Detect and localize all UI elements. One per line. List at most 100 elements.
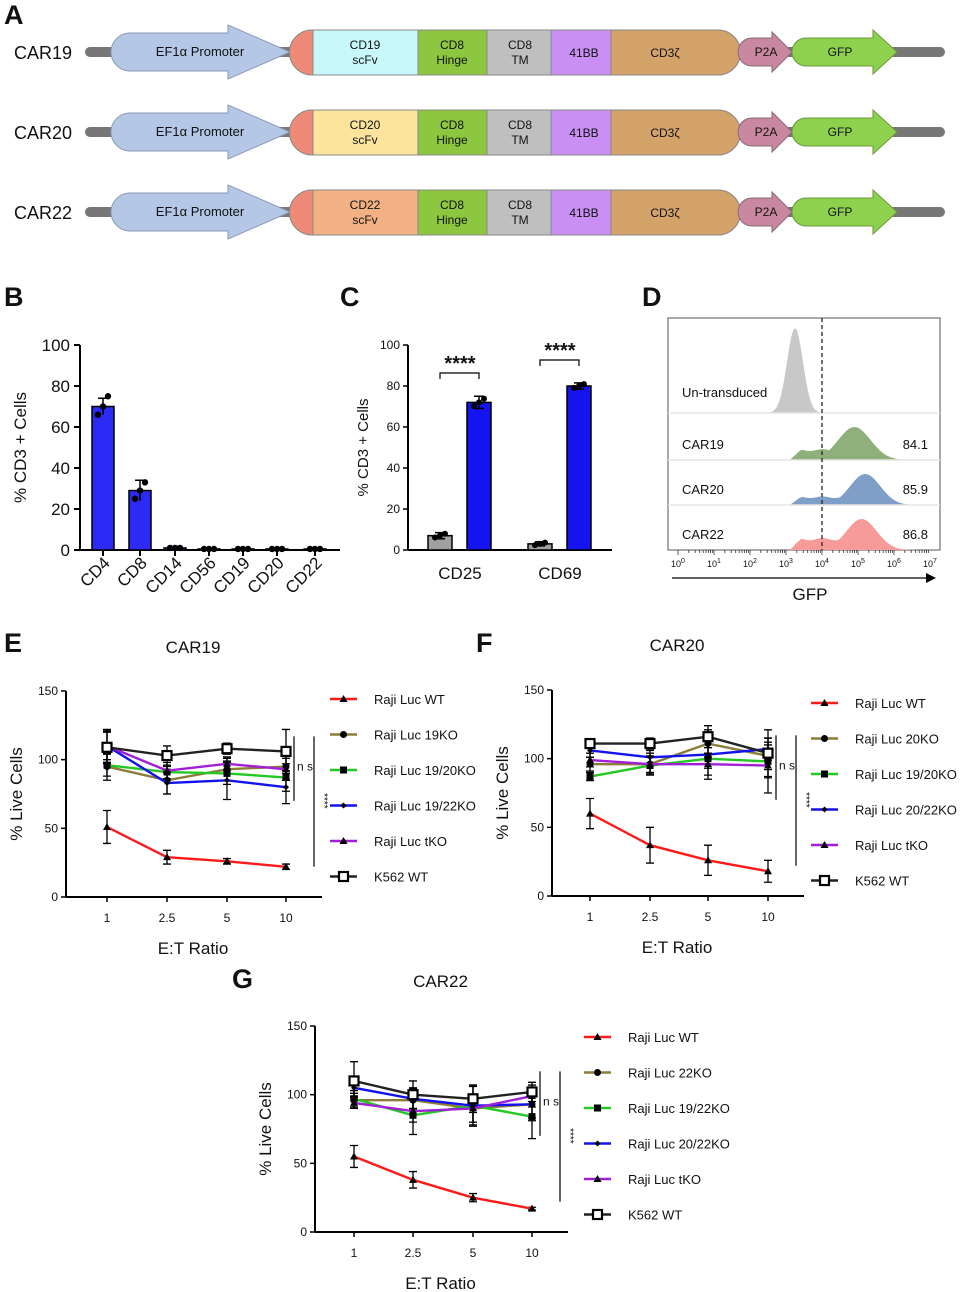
p2a-label: P2A	[755, 205, 778, 219]
panel-d-histograms: Un-transduced CAR19 84.1 CAR20 85.9 CAR22 86.8…	[667, 317, 941, 604]
data-point	[141, 479, 149, 486]
promoter-label: EF1α Promoter	[156, 44, 245, 59]
x-tick-exponent: 4	[825, 558, 829, 565]
triangle-marker	[339, 695, 348, 702]
sig-label: ****	[800, 792, 811, 808]
x-axis-label: E:T Ratio	[158, 939, 229, 958]
promoter-arrow	[110, 24, 292, 80]
gfp-label: GFP	[828, 205, 853, 219]
legend-label: Raji Luc tKO	[374, 834, 447, 849]
scfv-label: CD20	[350, 118, 381, 132]
costim-label: 41BB	[569, 46, 598, 60]
leader-segment	[289, 29, 314, 76]
open-square-marker	[818, 874, 831, 887]
triangle-marker	[163, 853, 171, 861]
x-tick-label: 1	[104, 911, 111, 925]
x-tick-label: 100	[671, 558, 685, 569]
significance-bracket	[539, 359, 580, 366]
triangle-marker	[409, 1107, 417, 1115]
open-square-marker	[702, 731, 714, 743]
triangle-marker	[593, 1175, 602, 1182]
square-marker	[821, 770, 828, 778]
significance-bracket	[439, 372, 480, 379]
legend-label: Raji Luc 20/22KO	[628, 1137, 730, 1152]
histogram-car20	[735, 474, 916, 505]
open-square-marker	[101, 741, 113, 753]
y-tick-label: 150	[524, 683, 544, 697]
hinge-label: Hinge	[436, 133, 468, 147]
diamond-marker	[283, 784, 289, 791]
legend-label: Raji Luc WT	[374, 692, 445, 707]
y-tick-label: 80	[51, 377, 70, 396]
x-tick-label: CD14	[142, 553, 186, 597]
y-tick-label: 0	[51, 890, 58, 904]
triangle-marker	[282, 862, 290, 870]
data-point	[432, 534, 438, 541]
x-tick-label: 103	[779, 558, 793, 569]
data-point	[104, 393, 112, 400]
legend-item: Raji Luc 19/20KO	[330, 763, 476, 778]
scfv-label: scFv	[352, 213, 377, 227]
ns-label: n s	[779, 759, 795, 773]
panel-letter-G: G	[232, 964, 253, 994]
legend-label: Raji Luc WT	[628, 1030, 699, 1045]
data-point	[244, 545, 252, 553]
series-line	[590, 742, 769, 766]
data-point	[239, 545, 247, 553]
legend-label: K562 WT	[855, 874, 909, 889]
construct-label: CAR22	[14, 203, 72, 223]
promoter-label: EF1α Promoter	[156, 124, 245, 139]
legend-item: Raji Luc WT	[811, 696, 926, 711]
scfv-label: CD19	[350, 38, 381, 52]
x-tick-label: 5	[470, 1246, 477, 1260]
x-tick-exponent: 5	[861, 558, 865, 565]
ns-label: n s	[297, 760, 313, 774]
legend-item: Raji Luc 19/22KO	[330, 799, 476, 814]
hinge-label: CD8	[440, 38, 464, 52]
series-line	[106, 825, 287, 868]
data-point	[200, 545, 208, 553]
data-point	[210, 545, 218, 553]
y-axis-label: % CD3 + Cells	[355, 399, 372, 497]
sig-label: ****	[318, 793, 329, 809]
panel-letter-A: A	[4, 0, 24, 30]
x-tick-label: 101	[707, 558, 721, 569]
x-tick-exponent: 0	[681, 558, 685, 565]
panel-letter-B: B	[4, 282, 24, 312]
p2a-arrow	[737, 30, 793, 74]
row-label: CAR20	[682, 482, 724, 497]
triangle-marker	[409, 1175, 417, 1183]
open-square-marker	[526, 1086, 538, 1098]
costim-label: 41BB	[569, 206, 598, 220]
data-point	[576, 383, 582, 389]
series-k562-wt	[101, 728, 292, 775]
open-square-marker	[407, 1089, 419, 1101]
triangle-marker	[103, 822, 111, 830]
x-tick-label: CD22	[282, 553, 326, 597]
y-axis-label: % CD3 + Cells	[11, 392, 30, 503]
y-tick-label: 0	[393, 543, 400, 557]
open-square-marker	[161, 749, 173, 762]
sig-label: ****	[564, 1128, 575, 1144]
y-tick-label: 50	[294, 1156, 308, 1170]
open-square-marker	[762, 747, 774, 759]
tm-segment	[486, 29, 552, 76]
hinge-segment	[417, 29, 488, 76]
y-tick-label: 0	[537, 889, 544, 903]
chart-title: CAR20	[650, 636, 705, 655]
gfp-label: GFP	[828, 45, 853, 59]
triangle-marker	[704, 856, 712, 864]
tm-label: TM	[511, 213, 528, 227]
plot-frame	[667, 317, 941, 551]
data-point	[437, 532, 443, 539]
x-tick-label: 102	[743, 558, 757, 569]
histogram-car19	[735, 427, 916, 460]
x-tick-label: 2.5	[159, 911, 176, 925]
legend-label: Raji Luc 19KO	[374, 728, 458, 743]
data-point	[136, 487, 144, 494]
series-line	[590, 735, 769, 755]
legend-item: Raji Luc 22KO	[584, 1066, 712, 1081]
open-square-marker	[467, 1093, 479, 1105]
x-tick-label: 106	[887, 558, 901, 569]
